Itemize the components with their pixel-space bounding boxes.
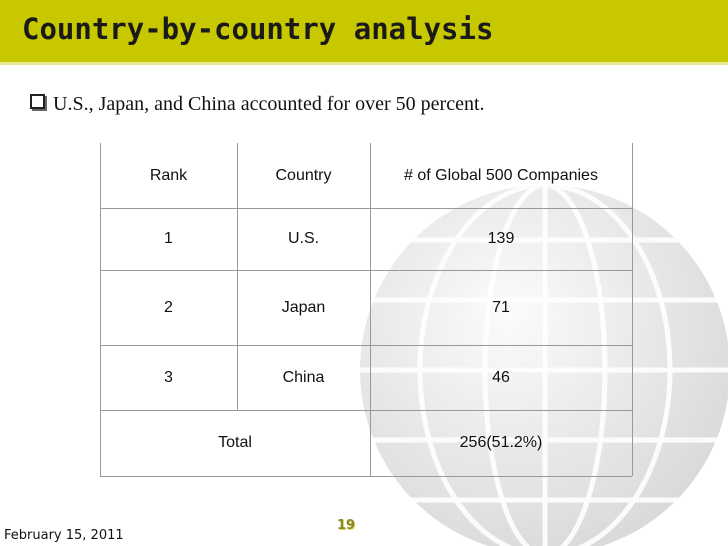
- table-cell: 139: [487, 230, 515, 247]
- table-cell: U.S.: [287, 230, 320, 247]
- table-cell: 71: [492, 298, 510, 316]
- row-line: [100, 208, 632, 209]
- table-cell: China: [282, 368, 325, 386]
- header-band: [0, 0, 728, 65]
- row-line: [100, 270, 632, 271]
- column-line: [100, 143, 101, 476]
- slide-title: Country-by-country analysis: [22, 12, 494, 46]
- bullet-text: U.S., Japan, and China accounted for ove…: [53, 93, 485, 115]
- table-cell: 46: [492, 368, 510, 386]
- total-value: 256(51.2%): [459, 434, 543, 451]
- table-cell: Japan: [281, 298, 326, 316]
- column-header: Rank: [149, 166, 188, 184]
- column-line: [237, 143, 238, 410]
- row-line: [100, 410, 632, 411]
- footer-date: February 15, 2011: [4, 528, 124, 543]
- bullet: U.S., Japan, and China accounted for ove…: [30, 93, 485, 116]
- table-cell: 2: [164, 298, 173, 316]
- column-header: Country: [275, 166, 332, 184]
- page-number: 19: [337, 518, 356, 533]
- column-line: [632, 143, 633, 476]
- table-cell: 3: [164, 368, 173, 386]
- table-cell: 1: [164, 230, 173, 247]
- row-line: [100, 345, 632, 346]
- row-line: [100, 476, 632, 477]
- bullet-icon: [30, 94, 45, 109]
- total-label: Total: [218, 434, 252, 451]
- column-header: # of Global 500 Companies: [404, 166, 598, 184]
- column-line: [370, 143, 371, 476]
